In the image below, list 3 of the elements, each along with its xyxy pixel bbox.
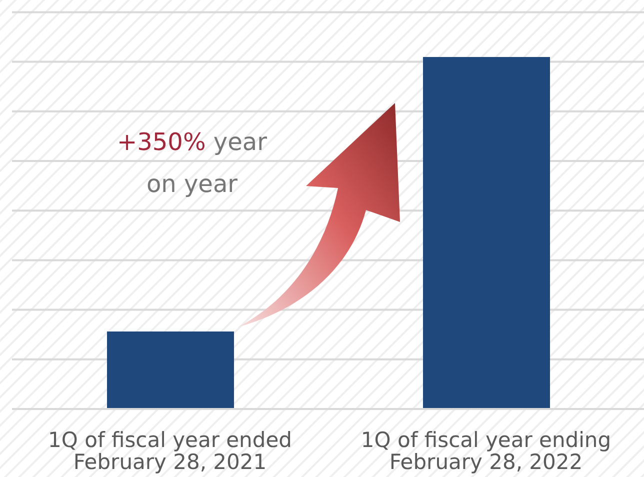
x-tick-label: 1Q of fiscal year ending February 28, 2022: [360, 428, 612, 474]
x-tick-label: 1Q of fiscal year ended February 28, 2021: [48, 428, 292, 474]
annotation: +350% year on year: [117, 128, 268, 198]
